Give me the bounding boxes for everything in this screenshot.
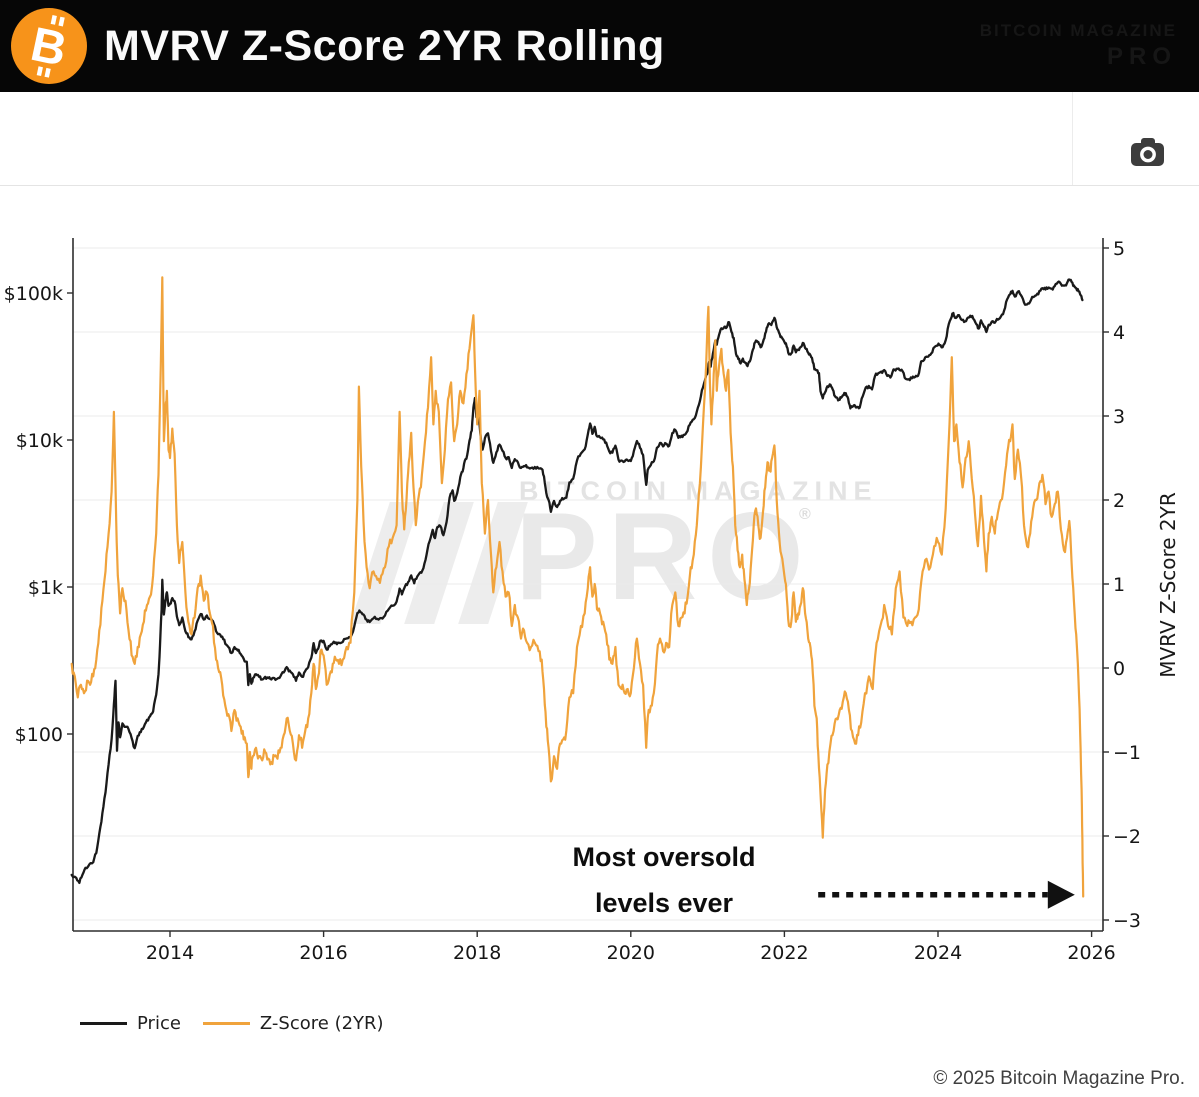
price-tick-label: $100k [4,283,63,305]
annotation-arrowhead-icon [1047,880,1075,909]
camera-icon[interactable] [1128,136,1168,170]
header-brand-mark-line1: BITCOIN MAGAZINE [979,21,1177,40]
zscore-tick-label: 2 [1113,490,1125,512]
annotation-text: Most oversold levels ever [518,834,810,926]
price-tick-label: $100 [15,724,63,746]
toolbar [0,92,1199,186]
price-line [70,278,1084,885]
legend-label-price: Price [137,1013,181,1034]
header-brand-mark-line2: PRO [1106,43,1177,70]
legend-item-zscore[interactable]: Z-Score (2YR) [202,1013,384,1034]
zscore-tick-label: 0 [1113,658,1125,680]
zscore-tick-label: −2 [1113,826,1141,848]
price-tick-label: $10k [16,430,63,452]
header: B MVRV Z-Score 2YR Rolling BITCOIN MAGAZ… [0,0,1199,92]
year-tick-label: 2014 [146,942,194,964]
zscore-tick-label: 5 [1113,238,1125,260]
zscore-tick-label: 4 [1113,322,1125,344]
year-tick-label: 2016 [299,942,347,964]
watermark-registered-mark: ® [799,506,811,523]
annotation-line1: Most oversold [572,842,756,872]
zscore-line-swatch [202,1022,250,1025]
zscore-tick-label: 3 [1113,406,1125,428]
copyright-text: © 2025 Bitcoin Magazine Pro. [933,1068,1185,1089]
annotation-line2: levels ever [594,888,734,918]
price-line-swatch [80,1022,127,1025]
legend-item-price[interactable]: Price [80,1013,181,1034]
page-title: MVRV Z-Score 2YR Rolling [104,22,665,70]
toolbar-divider [1072,92,1073,185]
bitcoin-logo-icon: B [10,7,88,85]
legend: Price Z-Score (2YR) [80,1013,384,1034]
watermark-brand-text: BITCOIN MAGAZINE [519,476,878,506]
zscore-line [70,276,1085,898]
year-tick-label: 2020 [607,942,655,964]
year-tick-label: 2024 [914,942,962,964]
legend-label-zscore: Z-Score (2YR) [259,1013,384,1034]
zscore-tick-label: −1 [1113,742,1141,764]
year-tick-label: 2018 [453,942,501,964]
zscore-tick-label: −3 [1113,910,1141,932]
header-brand-mark: BITCOIN MAGAZINE PRO [980,18,1177,70]
year-tick-label: 2026 [1067,942,1115,964]
zscore-tick-label: 1 [1113,574,1125,596]
price-tick-label: $1k [28,577,63,599]
right-axis-title: MVRV Z-Score 2YR [1156,492,1180,678]
year-tick-label: 2022 [760,942,808,964]
